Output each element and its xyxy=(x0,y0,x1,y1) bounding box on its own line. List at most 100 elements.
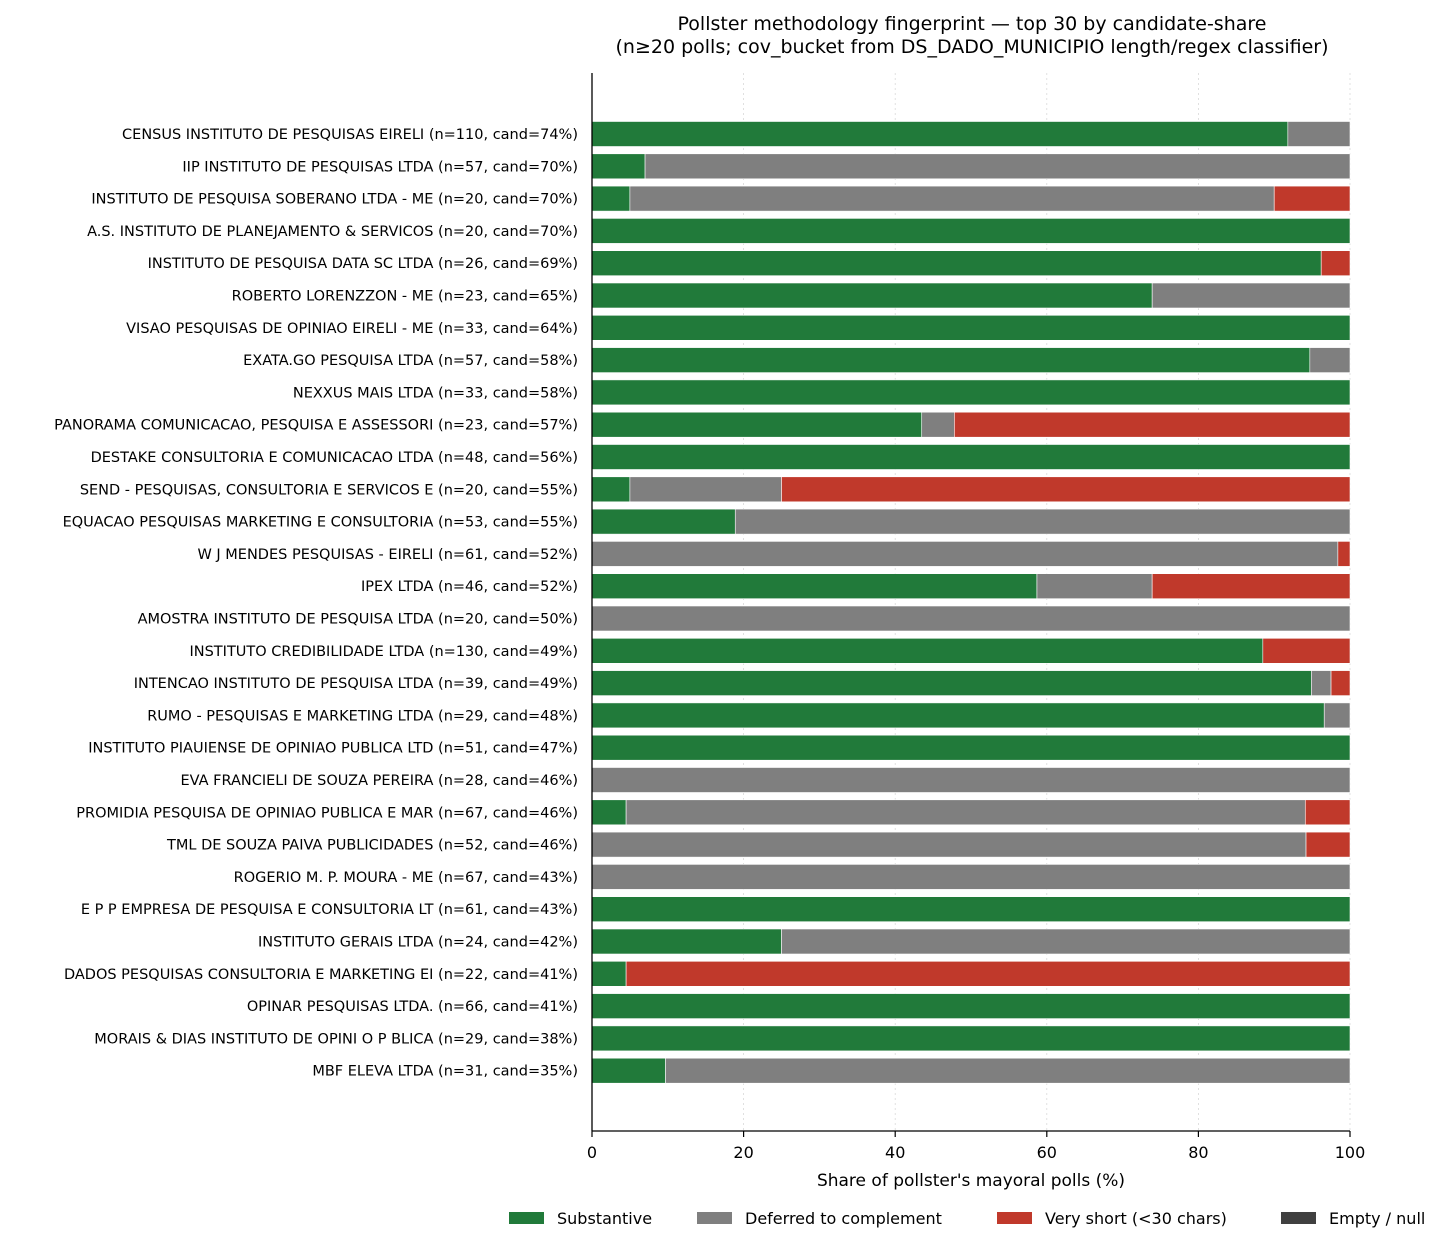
bar-segment xyxy=(591,993,1351,1019)
category-label: SEND - PESQUISAS, CONSULTORIA E SERVICOS… xyxy=(80,482,578,498)
bar-segment xyxy=(625,799,1306,826)
category-label: OPINAR PESQUISAS LTDA. (n=66, cand=41%) xyxy=(247,999,578,1015)
bar-segment xyxy=(1305,831,1351,858)
category-label: IIP INSTITUTO DE PESQUISAS LTDA (n=57, c… xyxy=(182,159,578,175)
bar-segment xyxy=(591,702,1325,729)
legend: Substantive Deferred to complement Very sh… xyxy=(509,1209,1425,1228)
bar-segment xyxy=(1323,702,1351,729)
bar-segment xyxy=(591,960,627,987)
bar-segment xyxy=(591,444,1351,470)
bar-segment xyxy=(591,637,1264,664)
category-label: DADOS PESQUISAS CONSULTORIA E MARKETING … xyxy=(64,967,578,983)
bar-segment xyxy=(591,121,1289,147)
bar-segment xyxy=(921,411,955,438)
bar-segment xyxy=(781,476,1351,503)
bar-segment xyxy=(1304,799,1351,826)
chart-subtitle: (n≥20 polls; cov_bucket from DS_DADO_MUN… xyxy=(616,36,1329,58)
bar-segment xyxy=(591,1057,666,1084)
bar-segment xyxy=(591,734,1351,761)
bar-segment xyxy=(591,282,1153,309)
bar-segment xyxy=(591,250,1322,276)
bar-segment xyxy=(1273,185,1351,212)
bar-segment xyxy=(591,541,1339,567)
category-label: PROMIDIA PESQUISA DE OPINIAO PUBLICA E M… xyxy=(76,805,578,821)
category-label: DESTAKE CONSULTORIA E COMUNICACAO LTDA (… xyxy=(91,450,578,466)
bar-segment xyxy=(591,831,1307,858)
category-label: IPEX LTDA (n=46, cand=52%) xyxy=(361,579,578,595)
bar-segment xyxy=(1151,573,1351,600)
x-tick-label: 0 xyxy=(587,1143,597,1162)
category-label: ROBERTO LORENZZON - ME (n=23, cand=65%) xyxy=(232,289,578,305)
bar-segment xyxy=(591,928,782,955)
bar-segment xyxy=(1320,250,1351,276)
bar-segment xyxy=(591,153,646,180)
bar-segment xyxy=(1036,573,1153,600)
bar-segment xyxy=(591,185,631,212)
category-label: E P P EMPRESA DE PESQUISA E CONSULTORIA … xyxy=(81,902,578,918)
bar-segment xyxy=(625,960,1351,987)
x-tick-label: 80 xyxy=(1188,1143,1208,1162)
legend-label: Very short (<30 chars) xyxy=(1045,1209,1227,1228)
x-tick-labels: 0 20 40 60 80 100 xyxy=(587,1143,1365,1162)
legend-swatch xyxy=(509,1212,544,1224)
bar-segment xyxy=(591,799,627,826)
bar-segment xyxy=(591,314,1351,341)
category-label: EXATA.GO PESQUISA LTDA (n=57, cand=58%) xyxy=(243,353,578,369)
bar-segment xyxy=(1287,121,1351,147)
bar-segment xyxy=(665,1057,1351,1084)
bar-segment xyxy=(1337,541,1351,567)
bar-segment xyxy=(591,670,1312,696)
category-label: INTENCAO INSTITUTO DE PESQUISA LTDA (n=3… xyxy=(134,676,578,692)
bar-segment xyxy=(591,767,1351,793)
legend-swatch xyxy=(697,1212,732,1224)
bars xyxy=(591,121,1351,1084)
x-axis-label: Share of pollster's mayoral polls (%) xyxy=(817,1171,1125,1191)
chart-title: Pollster methodology fingerprint — top 3… xyxy=(678,13,1267,35)
category-label: ROGERIO M. P. MOURA - ME (n=67, cand=43%… xyxy=(234,870,578,886)
category-label: TML DE SOUZA PAIVA PUBLICIDADES (n=52, c… xyxy=(166,838,578,854)
category-label: RUMO - PESQUISAS E MARKETING LTDA (n=29,… xyxy=(147,708,578,724)
category-label: INSTITUTO CREDIBILIDADE LTDA (n=130, can… xyxy=(189,644,578,660)
category-labels: CENSUS INSTITUTO DE PESQUISAS EIRELI (n=… xyxy=(54,127,578,1080)
bar-segment xyxy=(591,896,1351,923)
bar-segment xyxy=(591,218,1351,244)
category-label: INSTITUTO DE PESQUISA SOBERANO LTDA - ME… xyxy=(91,192,578,208)
bar-segment xyxy=(591,1025,1351,1052)
bar-segment xyxy=(1262,637,1351,664)
bar-segment xyxy=(591,347,1311,373)
legend-label: Empty / null xyxy=(1329,1209,1425,1228)
category-label: VISAO PESQUISAS DE OPINIAO EIRELI - ME (… xyxy=(126,321,578,337)
category-label: PANORAMA COMUNICACAO, PESQUISA E ASSESSO… xyxy=(54,418,578,434)
bar-segment xyxy=(781,928,1351,955)
bar-segment xyxy=(954,411,1351,438)
bar-segment xyxy=(591,508,736,535)
category-label: A.S. INSTITUTO DE PLANEJAMENTO & SERVICO… xyxy=(87,224,578,240)
legend-label: Deferred to complement xyxy=(745,1209,942,1228)
bar-segment xyxy=(591,411,923,438)
bar-segment xyxy=(629,185,1275,212)
bar-segment xyxy=(591,573,1038,600)
category-label: EQUACAO PESQUISAS MARKETING E CONSULTORI… xyxy=(63,515,578,531)
legend-swatch xyxy=(997,1212,1032,1224)
legend-label: Substantive xyxy=(557,1209,652,1228)
x-tick-label: 60 xyxy=(1037,1143,1057,1162)
x-tick-label: 100 xyxy=(1335,1143,1366,1162)
axes xyxy=(591,73,1351,1137)
category-label: CENSUS INSTITUTO DE PESQUISAS EIRELI (n=… xyxy=(122,127,578,143)
category-label: INSTITUTO DE PESQUISA DATA SC LTDA (n=26… xyxy=(148,256,578,272)
bar-segment xyxy=(644,153,1351,180)
bar-segment xyxy=(1311,670,1332,696)
category-label: AMOSTRA INSTITUTO DE PESQUISA LTDA (n=20… xyxy=(138,612,578,628)
category-label: INSTITUTO GERAIS LTDA (n=24, cand=42%) xyxy=(258,935,578,951)
category-label: NEXXUS MAIS LTDA (n=33, cand=58%) xyxy=(293,385,578,401)
legend-swatch xyxy=(1281,1212,1316,1224)
x-tick-label: 20 xyxy=(733,1143,753,1162)
bar-segment xyxy=(734,508,1351,535)
bar-segment xyxy=(1309,347,1351,373)
gridlines xyxy=(743,73,1351,1131)
bar-segment xyxy=(629,476,782,503)
bar-segment xyxy=(591,864,1351,890)
category-label: MBF ELEVA LTDA (n=31, cand=35%) xyxy=(312,1064,578,1080)
bar-segment xyxy=(1151,282,1351,309)
